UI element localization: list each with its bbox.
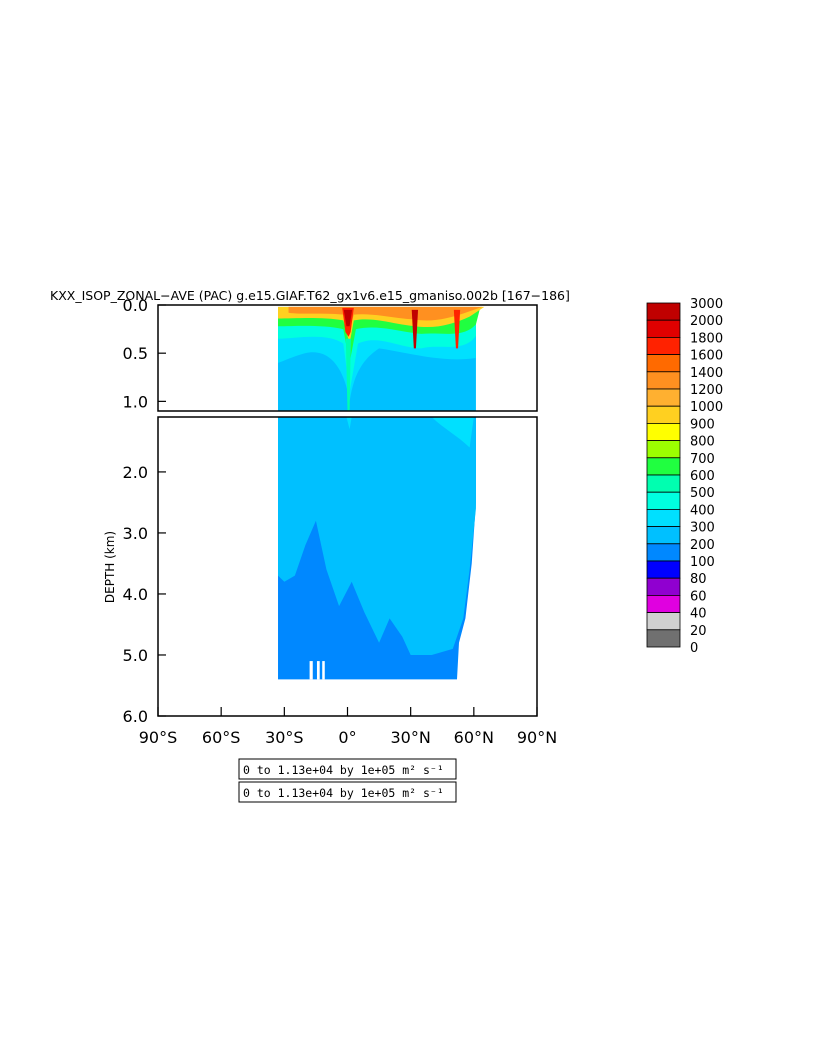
field-gap (316, 661, 320, 680)
colorbar-swatch (646, 302, 681, 321)
colorbar-label: 20 (690, 624, 707, 639)
field-plume (345, 338, 351, 411)
colorbar-label: 500 (690, 486, 715, 501)
colorbar-swatch (646, 595, 681, 614)
colorbar-swatch (646, 474, 681, 493)
x-tick-label: 60°N (454, 728, 494, 747)
colorbar-swatch (646, 336, 681, 355)
info-box-1: 0 to 1.13e+04 by 1e+05 m² s⁻¹ (238, 758, 457, 780)
colorbar-label: 1400 (690, 366, 723, 381)
field-lightcyan-lower (431, 417, 474, 448)
y-tick-label: 4.0 (123, 585, 148, 604)
field-gap (309, 661, 313, 680)
colorbar-label: 1800 (690, 331, 723, 346)
svg-text:0 to 1.13e+04 by 1e+05 m² s⁻¹: 0 to 1.13e+04 by 1e+05 m² s⁻¹ (243, 763, 444, 777)
colorbar-label: 400 (690, 503, 715, 518)
lower-panel-field (278, 417, 476, 680)
y-axis: 0.0 0.5 1.0 2.0 3.0 4.0 5.0 6.0 (123, 296, 166, 726)
colorbar-swatch (646, 560, 681, 579)
colorbar-label: 0 (690, 641, 698, 656)
colorbar-label: 3000 (690, 297, 723, 312)
colorbar-swatch (646, 543, 681, 562)
colorbar-label: 1000 (690, 400, 723, 415)
svg-text:0 to 1.13e+04 by 1e+05 m² s⁻¹: 0 to 1.13e+04 by 1e+05 m² s⁻¹ (243, 786, 444, 800)
colorbar-swatch (646, 612, 681, 631)
colorbar-label: 200 (690, 538, 715, 553)
info-box-2: 0 to 1.13e+04 by 1e+05 m² s⁻¹ (238, 781, 457, 803)
y-tick-label: 2.0 (123, 463, 148, 482)
x-axis: 90°S 60°S 30°S 0° 30°N 60°N 90°N (139, 707, 557, 747)
colorbar-label: 1600 (690, 349, 723, 364)
x-tick-label: 30°S (265, 728, 304, 747)
x-tick-label: 90°S (139, 728, 178, 747)
colorbar: 3000200018001600140012001000900800700600… (646, 297, 723, 656)
colorbar-label: 700 (690, 452, 715, 467)
field-orange (288, 306, 483, 330)
colorbar-swatch (646, 422, 681, 441)
colorbar-label: 100 (690, 555, 715, 570)
upper-panel-frame (157, 304, 538, 412)
colorbar-swatch (646, 577, 681, 596)
x-tick-label: 30°N (391, 728, 431, 747)
field-secondary-peak (453, 309, 461, 349)
colorbar-label: 80 (690, 572, 707, 587)
y-tick-label: 1.0 (123, 392, 148, 411)
y-tick-label: 0.5 (123, 344, 148, 363)
upper-panel-field (278, 306, 485, 411)
y-tick-label: 0.0 (123, 296, 148, 315)
colorbar-label: 800 (690, 435, 715, 450)
colorbar-label: 60 (690, 589, 707, 604)
colorbar-swatch (646, 388, 681, 407)
field-gap (322, 661, 325, 680)
x-tick-label: 60°S (202, 728, 241, 747)
colorbar-swatch (646, 629, 681, 648)
colorbar-label: 2000 (690, 314, 723, 329)
colorbar-swatch (646, 440, 681, 459)
y-tick-label: 3.0 (123, 524, 148, 543)
colorbar-swatch (646, 371, 681, 390)
colorbar-swatch (646, 319, 681, 338)
field-equator-peak (343, 309, 353, 327)
field-secondary-peak (411, 309, 419, 349)
colorbar-swatch (646, 508, 681, 527)
field-skyblue (278, 417, 476, 655)
y-tick-label: 5.0 (123, 646, 148, 665)
colorbar-swatch (646, 457, 681, 476)
y-axis-label: DEPTH (km) (103, 531, 117, 603)
colorbar-swatch (646, 354, 681, 373)
colorbar-label: 900 (690, 417, 715, 432)
chart-title: KXX_ISOP_ZONAL−AVE (PAC) g.e15.GIAF.T62_… (50, 288, 570, 303)
colorbar-swatch (646, 405, 681, 424)
field-plume-lower (346, 417, 352, 430)
x-tick-label: 90°N (517, 728, 557, 747)
colorbar-label: 40 (690, 607, 707, 622)
y-tick-label: 6.0 (123, 707, 148, 726)
colorbar-label: 600 (690, 469, 715, 484)
colorbar-label: 300 (690, 521, 715, 536)
colorbar-swatch (646, 526, 681, 545)
colorbar-swatch (646, 491, 681, 510)
x-tick-label: 0° (338, 728, 356, 747)
colorbar-label: 1200 (690, 383, 723, 398)
